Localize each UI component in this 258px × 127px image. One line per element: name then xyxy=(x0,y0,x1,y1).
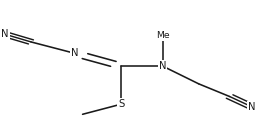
Text: Me: Me xyxy=(156,31,169,40)
Text: N: N xyxy=(248,102,255,112)
Text: N: N xyxy=(159,61,166,71)
Text: N: N xyxy=(71,48,79,58)
Text: N: N xyxy=(1,29,9,39)
Text: S: S xyxy=(118,99,124,109)
